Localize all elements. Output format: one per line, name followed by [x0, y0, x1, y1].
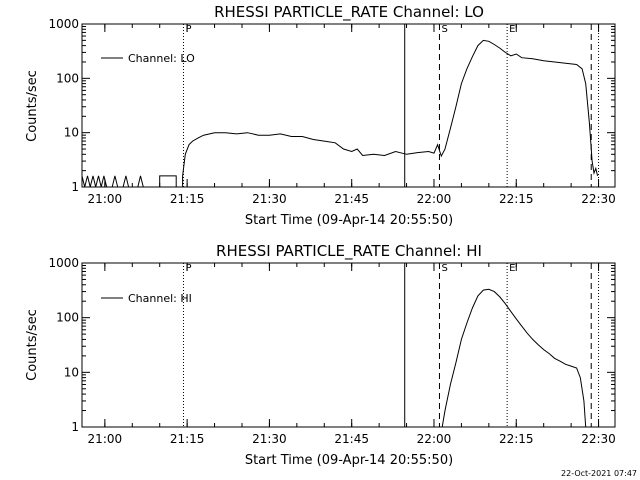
event-marker-label: S: [441, 24, 447, 35]
event-marker-label: E: [509, 263, 515, 274]
y-tick-label: 100: [56, 71, 79, 85]
x-tick-label: 22:15: [499, 192, 534, 206]
x-axis-label: Start Time (09-Apr-14 20:55:50): [245, 213, 453, 228]
x-tick-label: 21:30: [252, 192, 287, 206]
legend-label: Channel: LO: [128, 52, 195, 65]
panel-lo: RHESSI PARTICLE_RATE Channel: LO P S E 21:…: [25, 3, 616, 228]
y-tick-label: 1: [71, 420, 79, 434]
event-marker-label: P: [185, 263, 191, 274]
y-tick-label: 1000: [48, 17, 79, 31]
x-tick-label: 21:00: [88, 432, 123, 446]
legend-label: Channel: HI: [128, 292, 192, 305]
x-tick-label: 22:00: [417, 432, 452, 446]
axis-ticks: [82, 262, 615, 428]
series-line: [81, 39, 599, 188]
x-tick-label: 21:15: [170, 432, 205, 446]
x-tick-label: 21:45: [334, 192, 369, 206]
x-tick-label: 22:00: [417, 192, 452, 206]
x-tick-label: 22:30: [581, 432, 616, 446]
axis-ticks: [82, 23, 615, 188]
x-tick-label: 21:45: [334, 432, 369, 446]
panel-hi: RHESSI PARTICLE_RATE Channel: HI P S E 21:…: [25, 242, 616, 468]
legend: Channel: HI: [101, 292, 192, 305]
x-tick-label: 21:00: [88, 192, 123, 206]
x-tick-label: 21:15: [170, 192, 205, 206]
tick-labels: 21:00 21:15 21:30 21:45 22:00 22:15 22:30 1 10 10…: [48, 256, 615, 446]
data-series: [81, 39, 599, 188]
event-marker-label: E: [509, 24, 515, 35]
series-line: [441, 288, 587, 428]
y-tick-label: 100: [56, 311, 79, 325]
plot-frame: [81, 262, 616, 428]
y-axis-label: Counts/sec: [25, 70, 40, 142]
data-series: [441, 288, 587, 428]
event-marker-label: P: [185, 24, 191, 35]
tick-labels: 21:00 21:15 21:30 21:45 22:00 22:15 22:30 1 10 10…: [48, 17, 615, 206]
chart-title: RHESSI PARTICLE_RATE Channel: LO: [214, 3, 484, 22]
y-tick-label: 10: [64, 365, 79, 379]
generation-timestamp: 22-Oct-2021 07:47: [561, 469, 637, 478]
plot-frame: [81, 23, 616, 188]
legend: Channel: LO: [101, 52, 195, 65]
x-axis-label: Start Time (09-Apr-14 20:55:50): [245, 453, 453, 468]
y-tick-label: 10: [64, 126, 79, 140]
y-tick-label: 1000: [48, 256, 79, 270]
y-tick-label: 1: [71, 180, 79, 194]
x-tick-label: 22:15: [499, 432, 534, 446]
event-marker-label: S: [441, 263, 447, 274]
x-tick-label: 21:30: [252, 432, 287, 446]
x-tick-label: 22:30: [581, 192, 616, 206]
chart-title: RHESSI PARTICLE_RATE Channel: HI: [216, 242, 482, 261]
y-axis-label: Counts/sec: [25, 309, 40, 381]
